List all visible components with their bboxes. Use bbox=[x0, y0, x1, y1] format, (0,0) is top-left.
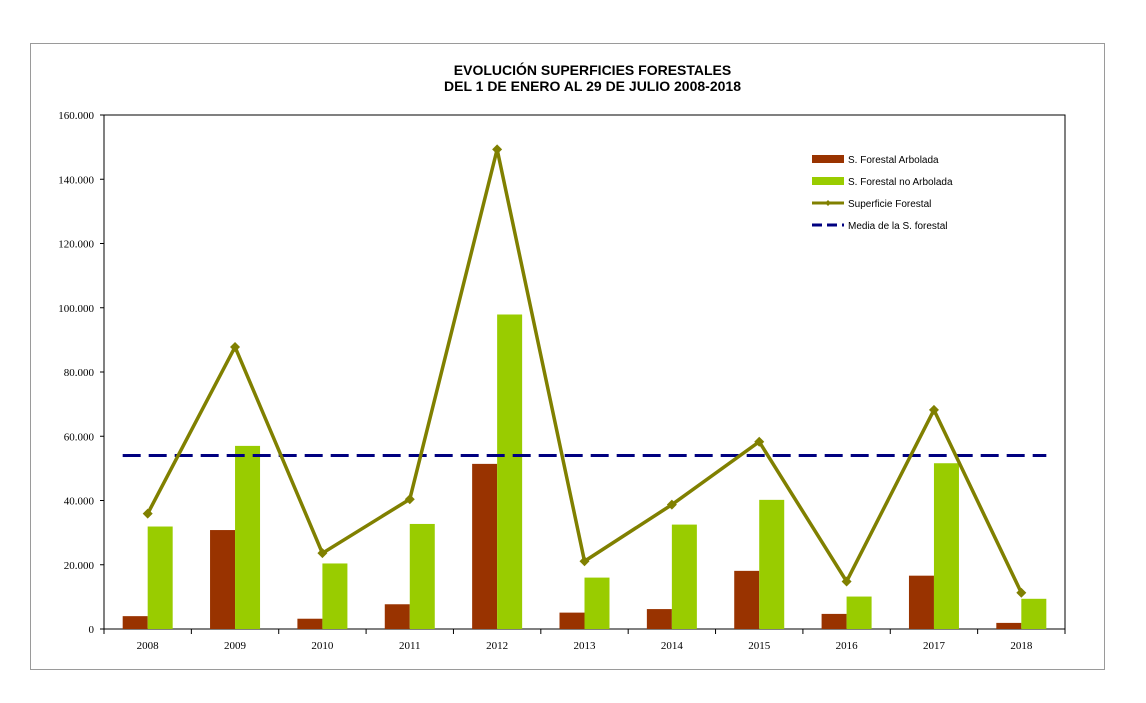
bar-no-arbolada bbox=[671, 524, 697, 629]
x-tick-label: 2014 bbox=[661, 640, 684, 652]
x-tick-label: 2011 bbox=[399, 640, 421, 652]
bar-no-arbolada bbox=[1021, 598, 1047, 629]
bar-no-arbolada bbox=[933, 463, 959, 629]
y-tick-label: 0 bbox=[89, 624, 95, 636]
x-tick-label: 2013 bbox=[574, 640, 597, 652]
chart-frame bbox=[30, 43, 1105, 670]
superficie-point bbox=[404, 494, 415, 505]
legend-swatch bbox=[812, 155, 844, 163]
bar-arbolada bbox=[821, 613, 847, 629]
bar-arbolada bbox=[646, 609, 672, 629]
legend-swatch bbox=[812, 177, 844, 185]
bar-no-arbolada bbox=[147, 526, 173, 629]
x-tick-label: 2010 bbox=[311, 640, 334, 652]
superficie-point bbox=[928, 404, 939, 415]
bar-arbolada bbox=[297, 618, 323, 629]
bar-no-arbolada bbox=[235, 445, 261, 629]
bar-arbolada bbox=[996, 622, 1022, 629]
y-tick-label: 60.000 bbox=[64, 431, 95, 443]
bar-arbolada bbox=[210, 530, 236, 629]
superficie-line bbox=[146, 148, 1023, 594]
bar-no-arbolada bbox=[322, 563, 348, 629]
bar-arbolada bbox=[472, 463, 498, 629]
y-tick-label: 140.000 bbox=[58, 174, 94, 186]
y-tick-label: 20.000 bbox=[64, 560, 95, 572]
superficie-point bbox=[317, 548, 328, 559]
bar-no-arbolada bbox=[759, 499, 785, 629]
legend-marker bbox=[825, 200, 831, 206]
superficie-point bbox=[754, 436, 765, 447]
y-tick-label: 100.000 bbox=[58, 303, 94, 315]
bar-arbolada bbox=[384, 604, 410, 629]
superficie-point bbox=[579, 556, 590, 567]
x-tick-label: 2016 bbox=[836, 640, 859, 652]
superficie-point bbox=[230, 341, 241, 352]
superficie-point bbox=[841, 576, 852, 587]
chart-title-line-2: DEL 1 DE ENERO AL 29 DE JULIO 2008-2018 bbox=[444, 78, 741, 94]
bar-arbolada bbox=[122, 616, 148, 629]
bar-arbolada bbox=[908, 575, 934, 629]
y-tick-label: 40.000 bbox=[64, 496, 95, 508]
y-tick-label: 160.000 bbox=[58, 110, 94, 122]
superficie-point bbox=[1016, 587, 1027, 598]
legend-label: S. Forestal Arbolada bbox=[848, 155, 939, 166]
x-tick-label: 2009 bbox=[224, 640, 247, 652]
legend-label: Media de la S. forestal bbox=[848, 221, 948, 232]
superficie-point bbox=[666, 499, 677, 510]
legend-label: Superficie Forestal bbox=[848, 199, 931, 210]
bar-no-arbolada bbox=[409, 523, 435, 629]
y-tick-label: 120.000 bbox=[58, 239, 94, 251]
bar-no-arbolada bbox=[497, 314, 523, 629]
bar-no-arbolada bbox=[846, 596, 872, 629]
x-tick-label: 2015 bbox=[748, 640, 771, 652]
superficie-point bbox=[492, 144, 503, 155]
superficie-point bbox=[142, 508, 153, 519]
x-tick-label: 2008 bbox=[137, 640, 160, 652]
x-tick-label: 2018 bbox=[1010, 640, 1033, 652]
x-tick-label: 2017 bbox=[923, 640, 946, 652]
legend-label: S. Forestal no Arbolada bbox=[848, 177, 953, 188]
chart-title-line-1: EVOLUCIÓN SUPERFICIES FORESTALES bbox=[453, 62, 732, 78]
y-tick-label: 80.000 bbox=[64, 367, 95, 379]
x-tick-label: 2012 bbox=[486, 640, 508, 652]
bar-arbolada bbox=[559, 612, 585, 629]
bar-no-arbolada bbox=[584, 577, 610, 629]
chart-title: EVOLUCIÓN SUPERFICIES FORESTALES DEL 1 D… bbox=[30, 62, 1146, 94]
bar-arbolada bbox=[734, 570, 760, 629]
